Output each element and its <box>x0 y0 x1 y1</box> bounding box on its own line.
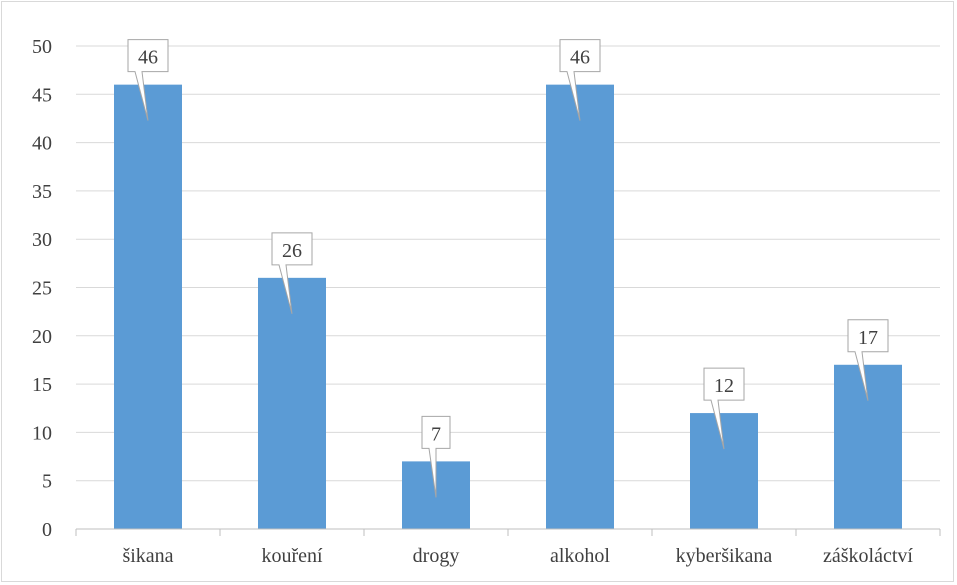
bar-záškoláctví <box>834 364 902 529</box>
x-tick-label-2: drogy <box>413 545 460 567</box>
x-tick-label-0: šikana <box>122 545 173 567</box>
bar-kouření <box>258 277 326 529</box>
data-label-2: 7 <box>431 423 441 445</box>
data-label-callout <box>559 39 601 121</box>
x-axis <box>75 528 941 536</box>
x-tick-label-5: záškoláctví <box>823 545 913 567</box>
y-tick-label-0: 0 <box>42 519 52 541</box>
bar-alkohol <box>546 84 614 529</box>
x-tick-label-3: alkohol <box>550 545 610 567</box>
y-tick-label-20: 20 <box>32 326 52 348</box>
data-label-1: 26 <box>282 240 302 262</box>
y-tick-label-10: 10 <box>32 422 52 444</box>
y-tick-label-25: 25 <box>32 278 52 300</box>
y-tick-label-50: 50 <box>32 36 52 58</box>
y-tick-label-5: 5 <box>42 471 52 493</box>
y-tick-label-35: 35 <box>32 181 52 203</box>
data-label-callout <box>847 319 889 401</box>
data-label-callout <box>421 415 451 498</box>
x-tick-label-4: kyberšikana <box>676 545 773 567</box>
bar-šikana <box>114 84 182 529</box>
data-label-3: 46 <box>570 47 590 69</box>
data-label-0: 46 <box>138 47 158 69</box>
y-tick-label-15: 15 <box>32 374 52 396</box>
gridlines <box>76 45 940 482</box>
x-tick-label-1: kouření <box>261 545 323 567</box>
data-label-4: 12 <box>714 375 734 397</box>
data-label-5: 17 <box>858 327 878 349</box>
y-axis-tick-labels: 0 5 10 15 20 25 30 35 40 45 50 <box>32 36 52 541</box>
data-label-callout <box>703 367 745 450</box>
y-tick-label-30: 30 <box>32 229 52 251</box>
data-label-callout <box>271 232 313 314</box>
data-labels: 46 26 7 46 12 17 <box>127 39 889 498</box>
bar-kyberšikana <box>690 413 758 529</box>
y-tick-label-45: 45 <box>32 84 52 106</box>
data-label-callout <box>127 39 169 121</box>
y-tick-label-40: 40 <box>32 133 52 155</box>
bars <box>114 84 902 529</box>
x-axis-category-labels: šikana kouření drogy alkohol kyberšikana zášk… <box>122 545 913 567</box>
